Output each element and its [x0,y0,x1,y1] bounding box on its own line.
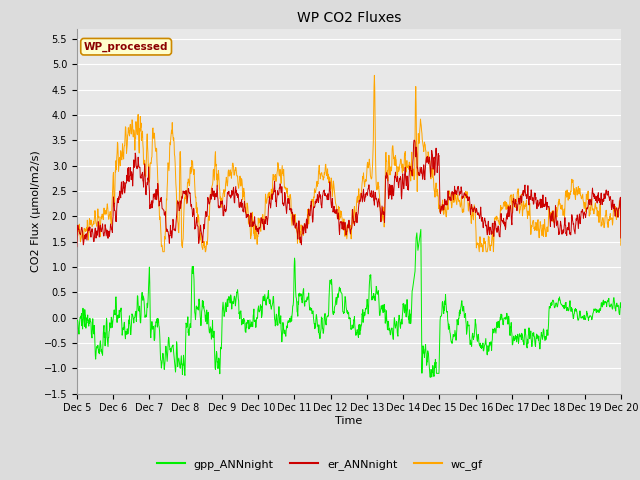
Legend: gpp_ANNnight, er_ANNnight, wc_gf: gpp_ANNnight, er_ANNnight, wc_gf [153,455,487,474]
Title: WP CO2 Fluxes: WP CO2 Fluxes [296,11,401,25]
Y-axis label: CO2 Flux (μmol/m2/s): CO2 Flux (μmol/m2/s) [31,150,41,272]
X-axis label: Time: Time [335,416,362,426]
Text: WP_processed: WP_processed [84,42,168,52]
